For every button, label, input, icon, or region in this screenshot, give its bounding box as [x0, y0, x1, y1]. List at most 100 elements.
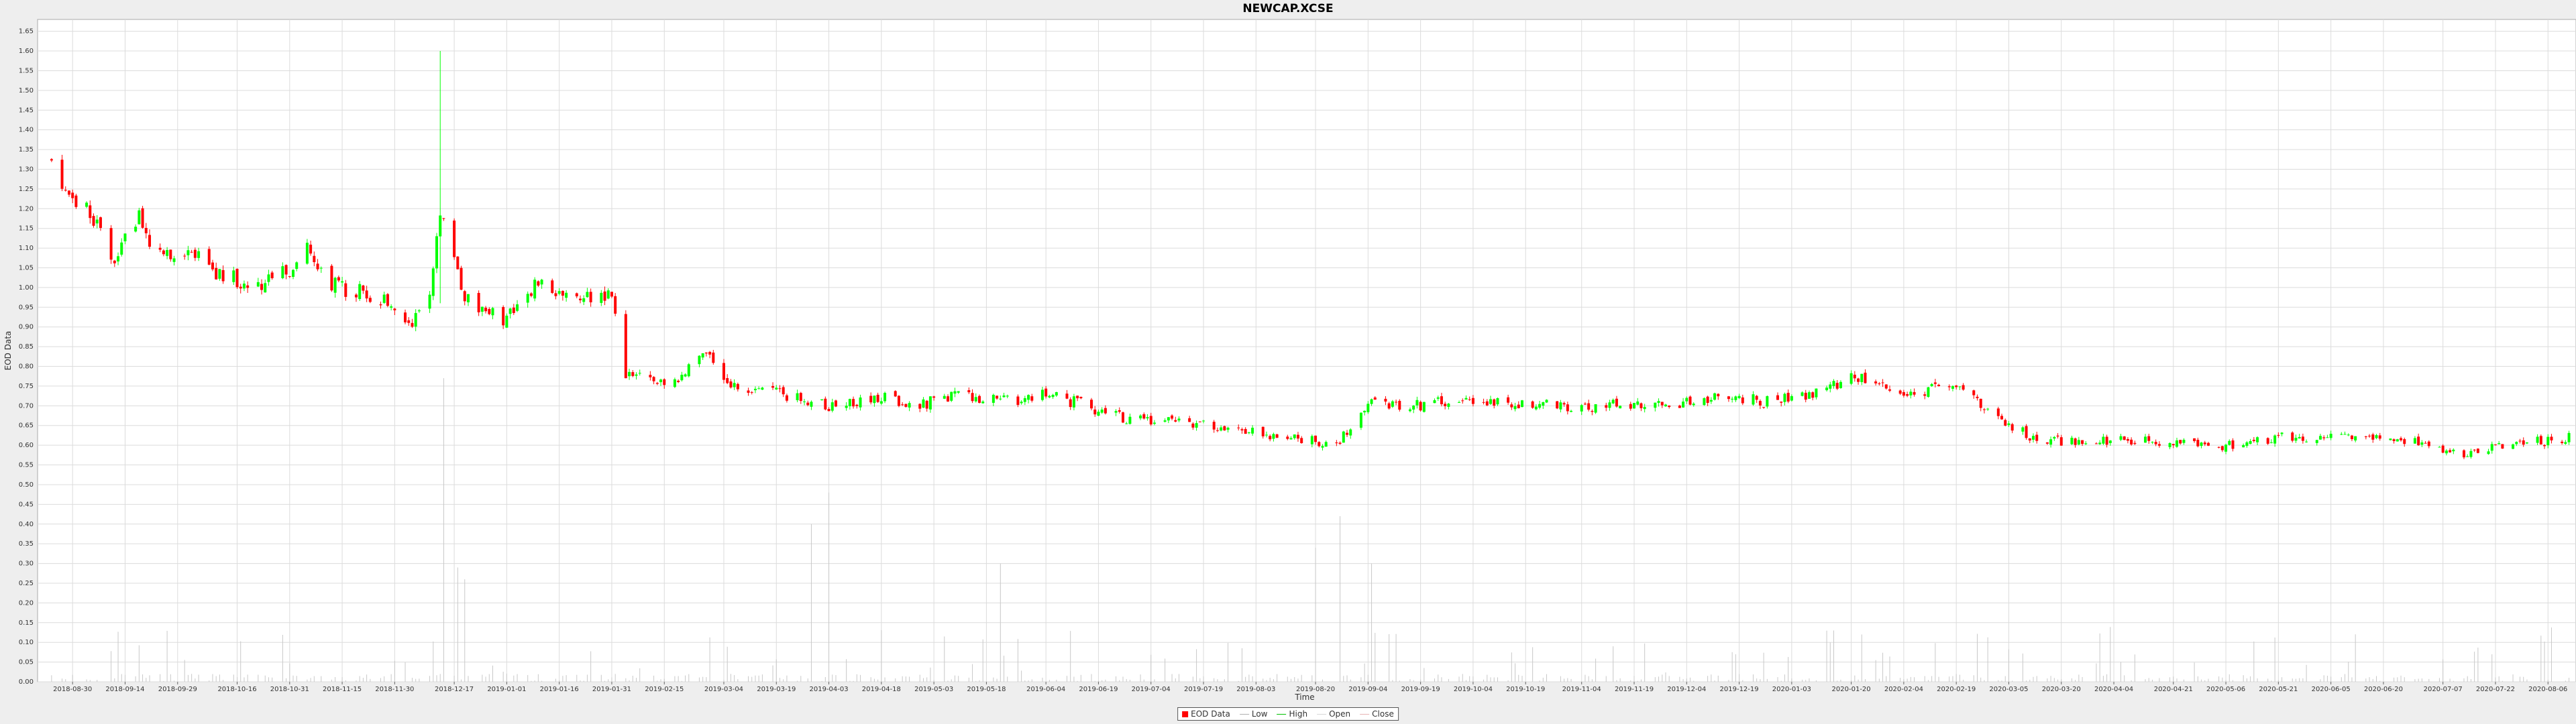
candle-body [1986, 408, 1990, 410]
candle-body [708, 351, 712, 355]
x-tick-label: 2020-08-06 [2528, 686, 2567, 693]
candle-body [232, 270, 235, 282]
y-tick-label: 0.50 [19, 481, 34, 489]
candle-body [288, 276, 291, 277]
x-tick-label: 2019-07-19 [1184, 686, 1223, 693]
candle-body [480, 306, 484, 312]
candle-body [974, 397, 977, 402]
candle-body [2449, 450, 2452, 452]
candle-body [2550, 436, 2553, 440]
candle-body [89, 205, 92, 219]
candle-body [2203, 442, 2206, 444]
candle-body [2206, 442, 2210, 446]
candle-body [1097, 412, 1100, 416]
candle-body [698, 355, 701, 365]
candle-body [186, 250, 190, 255]
candle-body [491, 308, 494, 316]
x-tick-label: 2020-05-21 [2259, 686, 2298, 693]
x-tick-label: 2019-06-19 [1079, 686, 1118, 693]
close-swatch [1360, 713, 1370, 715]
candle-body [1373, 397, 1377, 400]
candle-body [305, 243, 309, 264]
candle-body [1023, 398, 1026, 402]
candle-body [2256, 437, 2259, 442]
candle-body [1510, 404, 1513, 408]
candle-body [309, 244, 313, 254]
x-tick-label: 2020-07-07 [2424, 686, 2463, 693]
candle-body [1933, 382, 1937, 384]
x-tick-label: 2018-09-29 [158, 686, 197, 693]
candle-body [1261, 426, 1265, 436]
candle-body [1251, 428, 1254, 434]
candle-body [435, 236, 439, 269]
candle-body [2224, 444, 2228, 452]
candle-body [2077, 440, 2080, 445]
candle-body [1240, 429, 1244, 431]
candle-body [365, 290, 368, 299]
candle-body [463, 291, 466, 302]
candle-body [2021, 427, 2025, 432]
candle-body [1790, 396, 1793, 401]
candle-body [1044, 388, 1048, 397]
x-tick-label: 2020-01-03 [1772, 686, 1811, 693]
candle-body [1878, 383, 1881, 385]
candle-body [561, 290, 564, 296]
candle-body [1835, 383, 1839, 389]
candle-body [1391, 401, 1394, 407]
candle-body [1958, 386, 1962, 387]
candle-body [1562, 403, 1566, 405]
candle-body [1507, 397, 1510, 403]
candle-body [337, 277, 340, 281]
x-tick-label: 2018-09-14 [105, 686, 144, 693]
candle-body [1338, 442, 1342, 444]
candle-body [1801, 392, 1804, 396]
x-tick-label: 2019-05-03 [914, 686, 953, 693]
candle-body [242, 284, 246, 289]
candle-body [610, 292, 613, 297]
y-tick-label: 1.60 [19, 48, 34, 55]
candle-body [1195, 423, 1198, 428]
candle-body [652, 377, 655, 381]
candle-body [2130, 439, 2133, 445]
candle-body [95, 219, 99, 224]
candle-body [771, 385, 775, 388]
candle-body [2298, 436, 2301, 438]
candle-body [1171, 415, 1174, 419]
candle-body [2175, 440, 2178, 447]
candle-body [1906, 394, 1909, 396]
candle-body [1927, 387, 1930, 398]
low-swatch [1239, 713, 1249, 715]
candle-body [1464, 398, 1468, 400]
candle-body [2266, 438, 2269, 444]
candle-body [431, 268, 435, 296]
candle-body [1864, 372, 1867, 383]
x-tick-label: 2020-02-04 [1884, 686, 1923, 693]
candle-body [2277, 434, 2280, 436]
candle-body [1898, 390, 1902, 394]
candle-body [477, 292, 480, 312]
candle-body [953, 391, 957, 394]
candle-body [1825, 387, 1829, 391]
candle-body [1324, 442, 1328, 447]
candle-body [2144, 436, 2147, 443]
candle-body [1212, 422, 1216, 430]
candle-body [586, 292, 589, 298]
candle-body [1349, 429, 1352, 436]
candle-body [246, 285, 250, 288]
candle-body [267, 274, 270, 282]
candle-body [1755, 396, 1758, 400]
candle-body [1955, 385, 1958, 387]
y-tick-label: 0.30 [19, 560, 34, 568]
candle-body [1731, 398, 1734, 400]
x-tick-label: 2019-11-19 [1615, 686, 1654, 693]
candle-body [239, 286, 242, 289]
candle-body [1174, 420, 1177, 422]
candle-body [876, 394, 879, 402]
candle-body [2546, 436, 2550, 446]
candle-body [680, 375, 684, 381]
y-tick-label: 0.65 [19, 422, 34, 430]
candle-body [1293, 434, 1296, 438]
candle-body [1100, 409, 1104, 413]
candle-body [999, 398, 1002, 400]
candle-body [2340, 434, 2343, 435]
